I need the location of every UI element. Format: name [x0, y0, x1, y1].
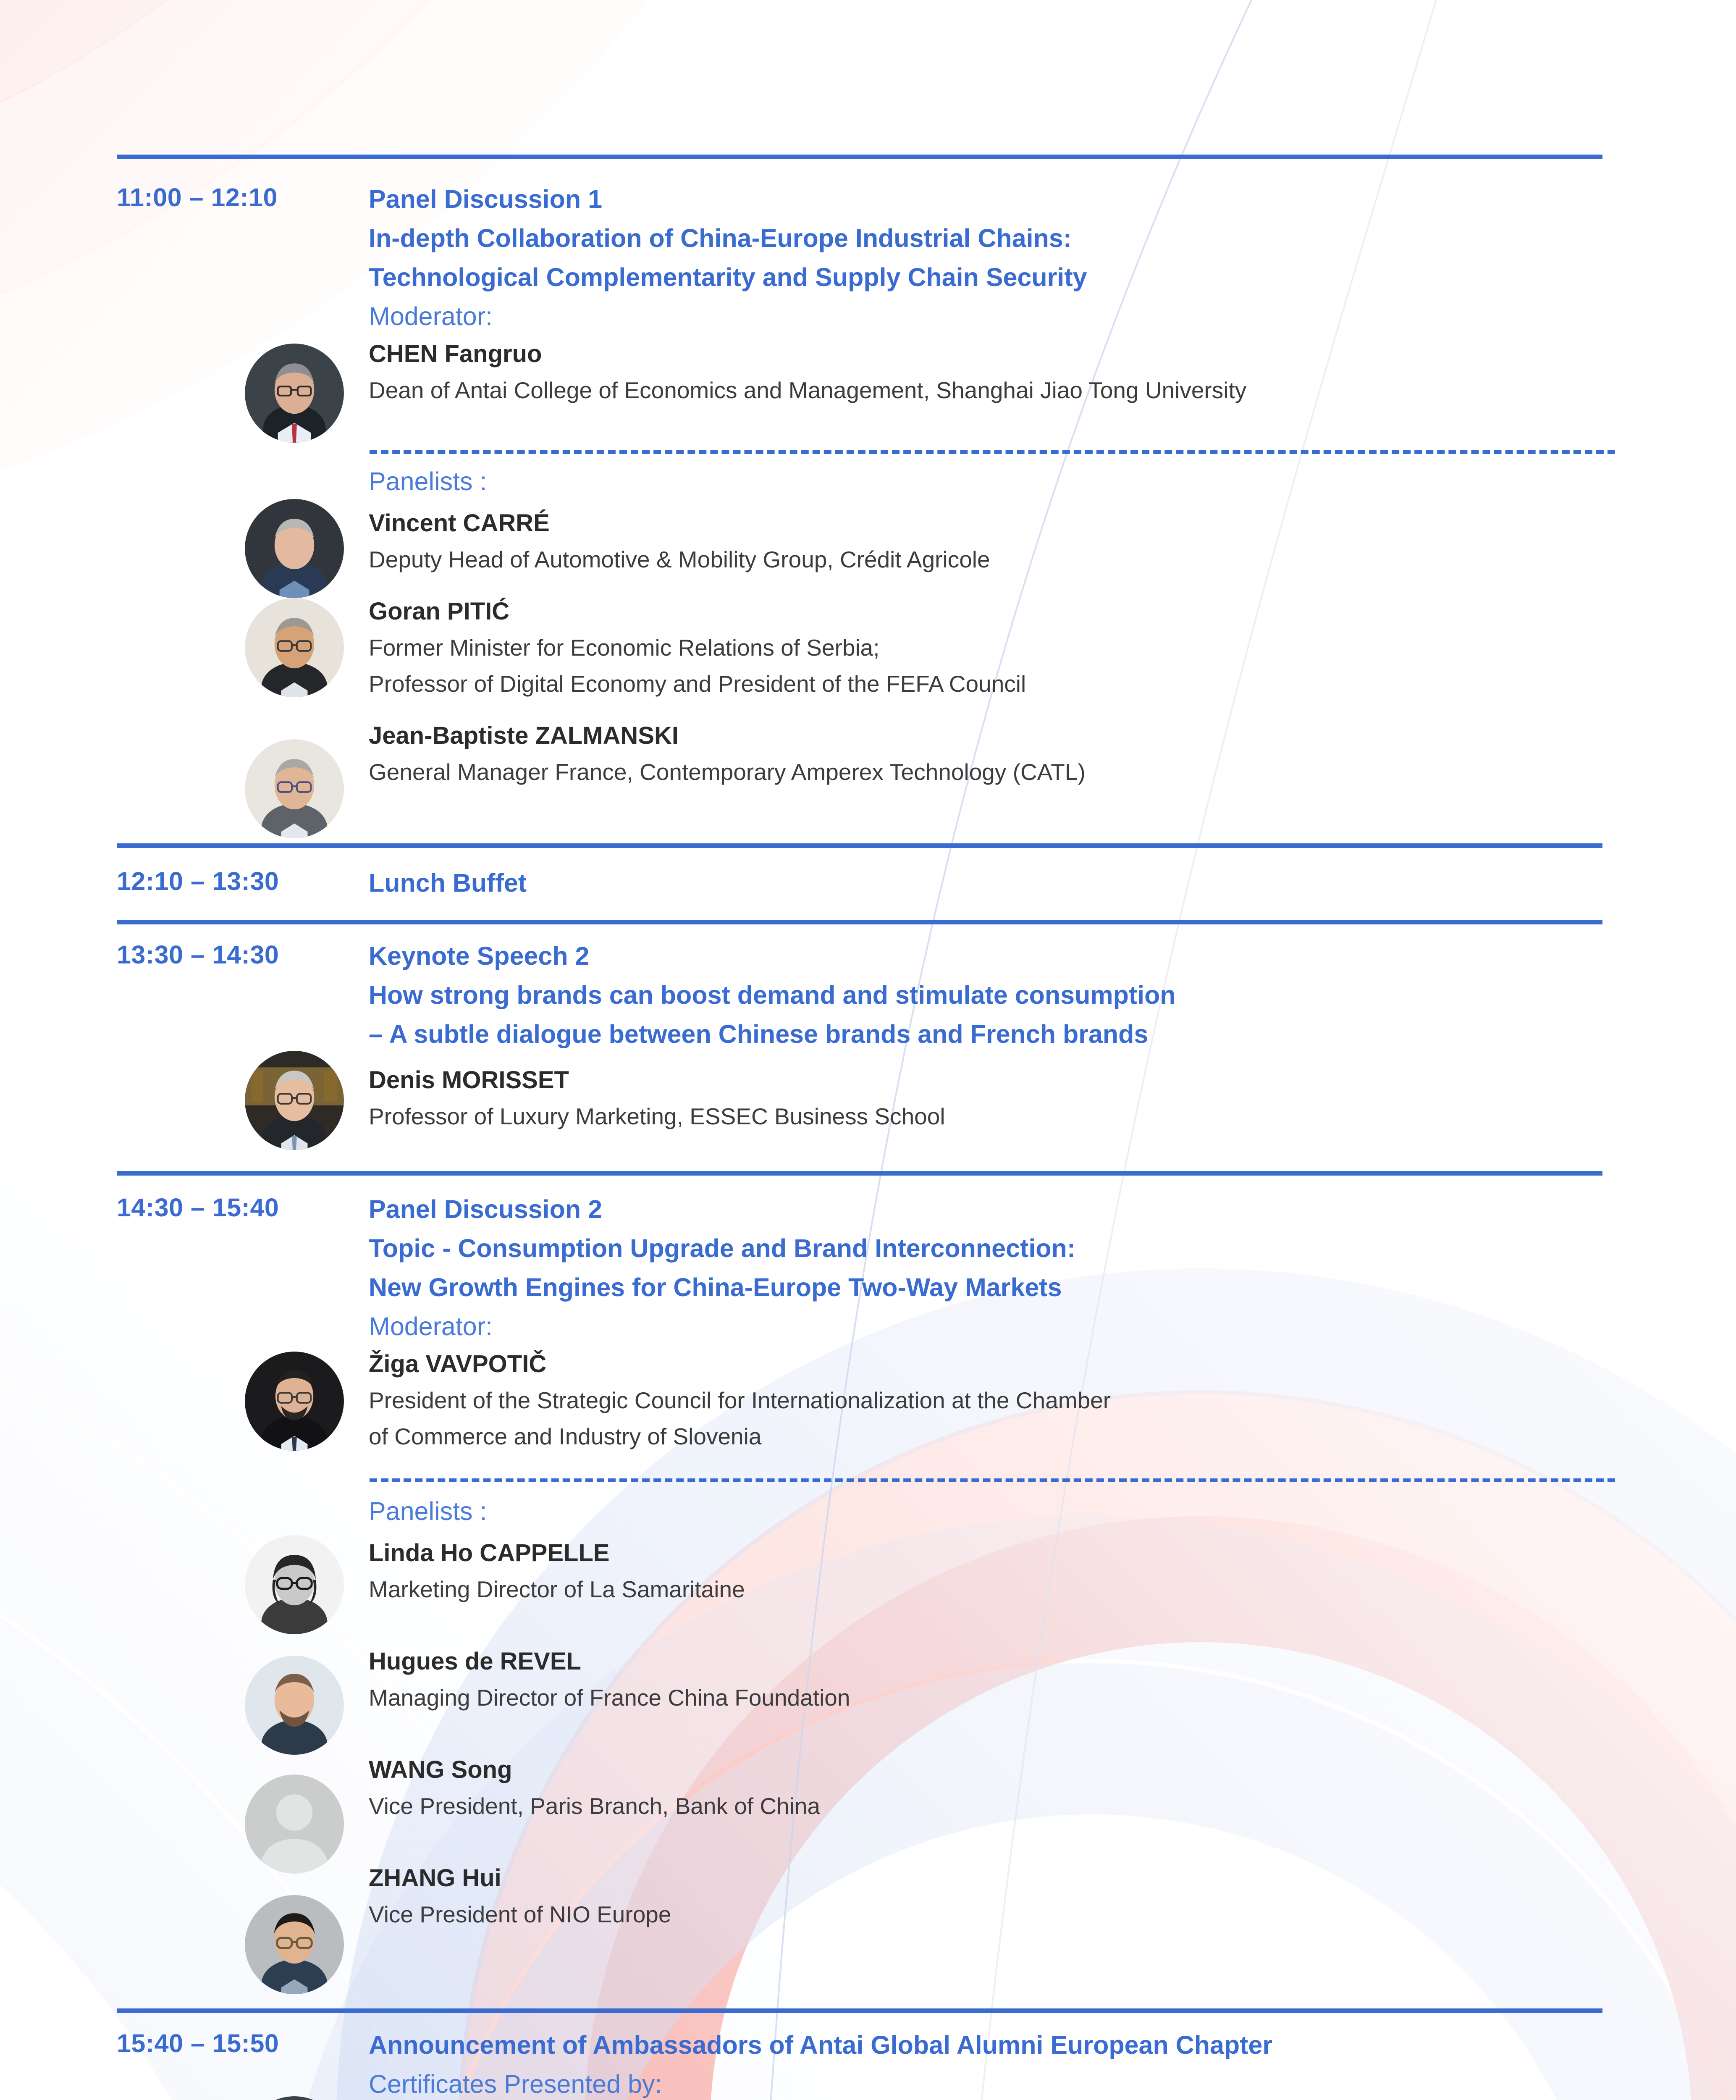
- avatar-ziga-vavpotic: [245, 1352, 344, 1451]
- panelists-label: Panelists :: [369, 467, 487, 496]
- person-title: of Commerce and Industry of Slovenia: [369, 1423, 762, 1449]
- person-title: Dean of Antai College of Economics and M…: [369, 377, 1247, 403]
- panelist-person: Linda Ho CAPPELLE Marketing Director of …: [369, 1535, 850, 1607]
- person-name: WANG Song: [369, 1756, 512, 1783]
- avatar-denis-morisset: [245, 1051, 344, 1150]
- person-title: Former Minister for Economic Relations o…: [369, 635, 880, 661]
- session-time: 12:10 – 13:30: [117, 867, 279, 895]
- section-divider: [117, 843, 1602, 848]
- avatar-jean-baptiste-zalmanski: [245, 739, 344, 838]
- person-title: Managing Director of France China Founda…: [369, 1685, 850, 1711]
- avatar-hugues-de-revel: [245, 1656, 344, 1755]
- panelists-block: Panelists : Linda Ho CAPPELLE Marketing …: [369, 1492, 850, 1932]
- person-title: Professor of Luxury Marketing, ESSEC Bus…: [369, 1103, 945, 1129]
- person-title: President of the Strategic Council for I…: [369, 1387, 1111, 1413]
- panelist-person: WANG Song Vice President, Paris Branch, …: [369, 1752, 850, 1824]
- session-subtitle-line: Topic - Consumption Upgrade and Brand In…: [369, 1234, 1076, 1263]
- moderator-person: Žiga VAVPOTIČ President of the Strategic…: [369, 1346, 1111, 1454]
- session-time: 11:00 – 12:10: [117, 183, 278, 212]
- panelist-person: Jean-Baptiste ZALMANSKI General Manager …: [369, 718, 1086, 790]
- person-divider-dashed: [370, 1478, 1615, 1482]
- person-name: ZHANG Hui: [369, 1864, 501, 1892]
- session-title: Announcement of Ambassadors of Antai Glo…: [369, 2031, 1273, 2059]
- panelist-person: Goran PITIĆ Former Minister for Economic…: [369, 593, 1086, 702]
- moderator-person: CHEN Fangruo Dean of Antai College of Ec…: [369, 336, 1246, 408]
- person-title: Deputy Head of Automotive & Mobility Gro…: [369, 546, 990, 572]
- session-subtitle-line: New Growth Engines for China-Europe Two-…: [369, 1273, 1062, 1302]
- section-divider: [117, 2008, 1602, 2013]
- person-name: Vincent CARRÉ: [369, 509, 550, 537]
- moderator-label: Moderator:: [369, 1312, 493, 1341]
- person-title: Marketing Director of La Samaritaine: [369, 1576, 745, 1602]
- person-name: Denis MORISSET: [369, 1066, 569, 1094]
- avatar-li-hourui: [245, 2096, 344, 2100]
- session-subtitle-line: – A subtle dialogue between Chinese bran…: [369, 1020, 1149, 1048]
- person-name: Hugues de REVEL: [369, 1648, 581, 1675]
- section-divider: [117, 155, 1602, 159]
- avatar-wang-song-placeholder: [245, 1774, 344, 1874]
- person-title: Professor of Digital Economy and Preside…: [369, 671, 1026, 697]
- avatar-linda-ho-cappelle: [245, 1535, 344, 1634]
- avatar-chen-fangruo: [245, 344, 344, 443]
- person-title: Vice President of NIO Europe: [369, 1901, 671, 1927]
- avatar-zhang-hui: [245, 1895, 344, 1994]
- person-divider-dashed: [370, 450, 1615, 454]
- panelists-block: Panelists : Vincent CARRÉ Deputy Head of…: [369, 462, 1086, 790]
- certificates-presented-by-label: Certificates Presented by:: [369, 2070, 662, 2098]
- person-name: Žiga VAVPOTIČ: [369, 1350, 547, 1378]
- panelist-person: Hugues de REVEL Managing Director of Fra…: [369, 1643, 850, 1716]
- person-name: Goran PITIĆ: [369, 598, 510, 625]
- session-subtitle-line: In-depth Collaboration of China-Europe I…: [369, 224, 1072, 252]
- panelist-person: ZHANG Hui Vice President of NIO Europe: [369, 1860, 850, 1932]
- session-time: 15:40 – 15:50: [117, 2029, 279, 2058]
- avatar-goran-pitic: [245, 598, 344, 697]
- person-name: Jean-Baptiste ZALMANSKI: [369, 722, 679, 749]
- session-time: 14:30 – 15:40: [117, 1193, 279, 1222]
- session-subtitle-line: Technological Complementarity and Supply…: [369, 263, 1087, 291]
- session-title: Keynote Speech 2: [369, 942, 590, 970]
- person-title: Vice President, Paris Branch, Bank of Ch…: [369, 1793, 821, 1819]
- session-block: Panel Discussion 1 In-depth Collaboratio…: [369, 180, 1246, 408]
- panelists-label: Panelists :: [369, 1497, 487, 1525]
- session-title: Panel Discussion 1: [369, 185, 602, 213]
- session-block: Panel Discussion 2 Topic - Consumption U…: [369, 1190, 1111, 1454]
- moderator-label: Moderator:: [369, 302, 493, 331]
- session-title: Panel Discussion 2: [369, 1195, 602, 1223]
- session-block: Keynote Speech 2 How strong brands can b…: [369, 937, 1176, 1134]
- section-divider: [117, 1171, 1602, 1176]
- session-block: Lunch Buffet: [369, 864, 527, 903]
- panelist-person: Vincent CARRÉ Deputy Head of Automotive …: [369, 505, 1086, 578]
- session-subtitle-line: How strong brands can boost demand and s…: [369, 981, 1176, 1009]
- section-divider: [117, 920, 1602, 924]
- session-time: 13:30 – 14:30: [117, 940, 279, 969]
- session-title: Lunch Buffet: [369, 869, 527, 897]
- person-title: General Manager France, Contemporary Amp…: [369, 759, 1086, 785]
- speaker-person: Denis MORISSET Professor of Luxury Marke…: [369, 1062, 1176, 1134]
- avatar-vincent-carre: [245, 499, 344, 598]
- session-block: Announcement of Ambassadors of Antai Glo…: [369, 2026, 1353, 2100]
- person-name: CHEN Fangruo: [369, 340, 542, 368]
- person-name: Linda Ho CAPPELLE: [369, 1539, 610, 1567]
